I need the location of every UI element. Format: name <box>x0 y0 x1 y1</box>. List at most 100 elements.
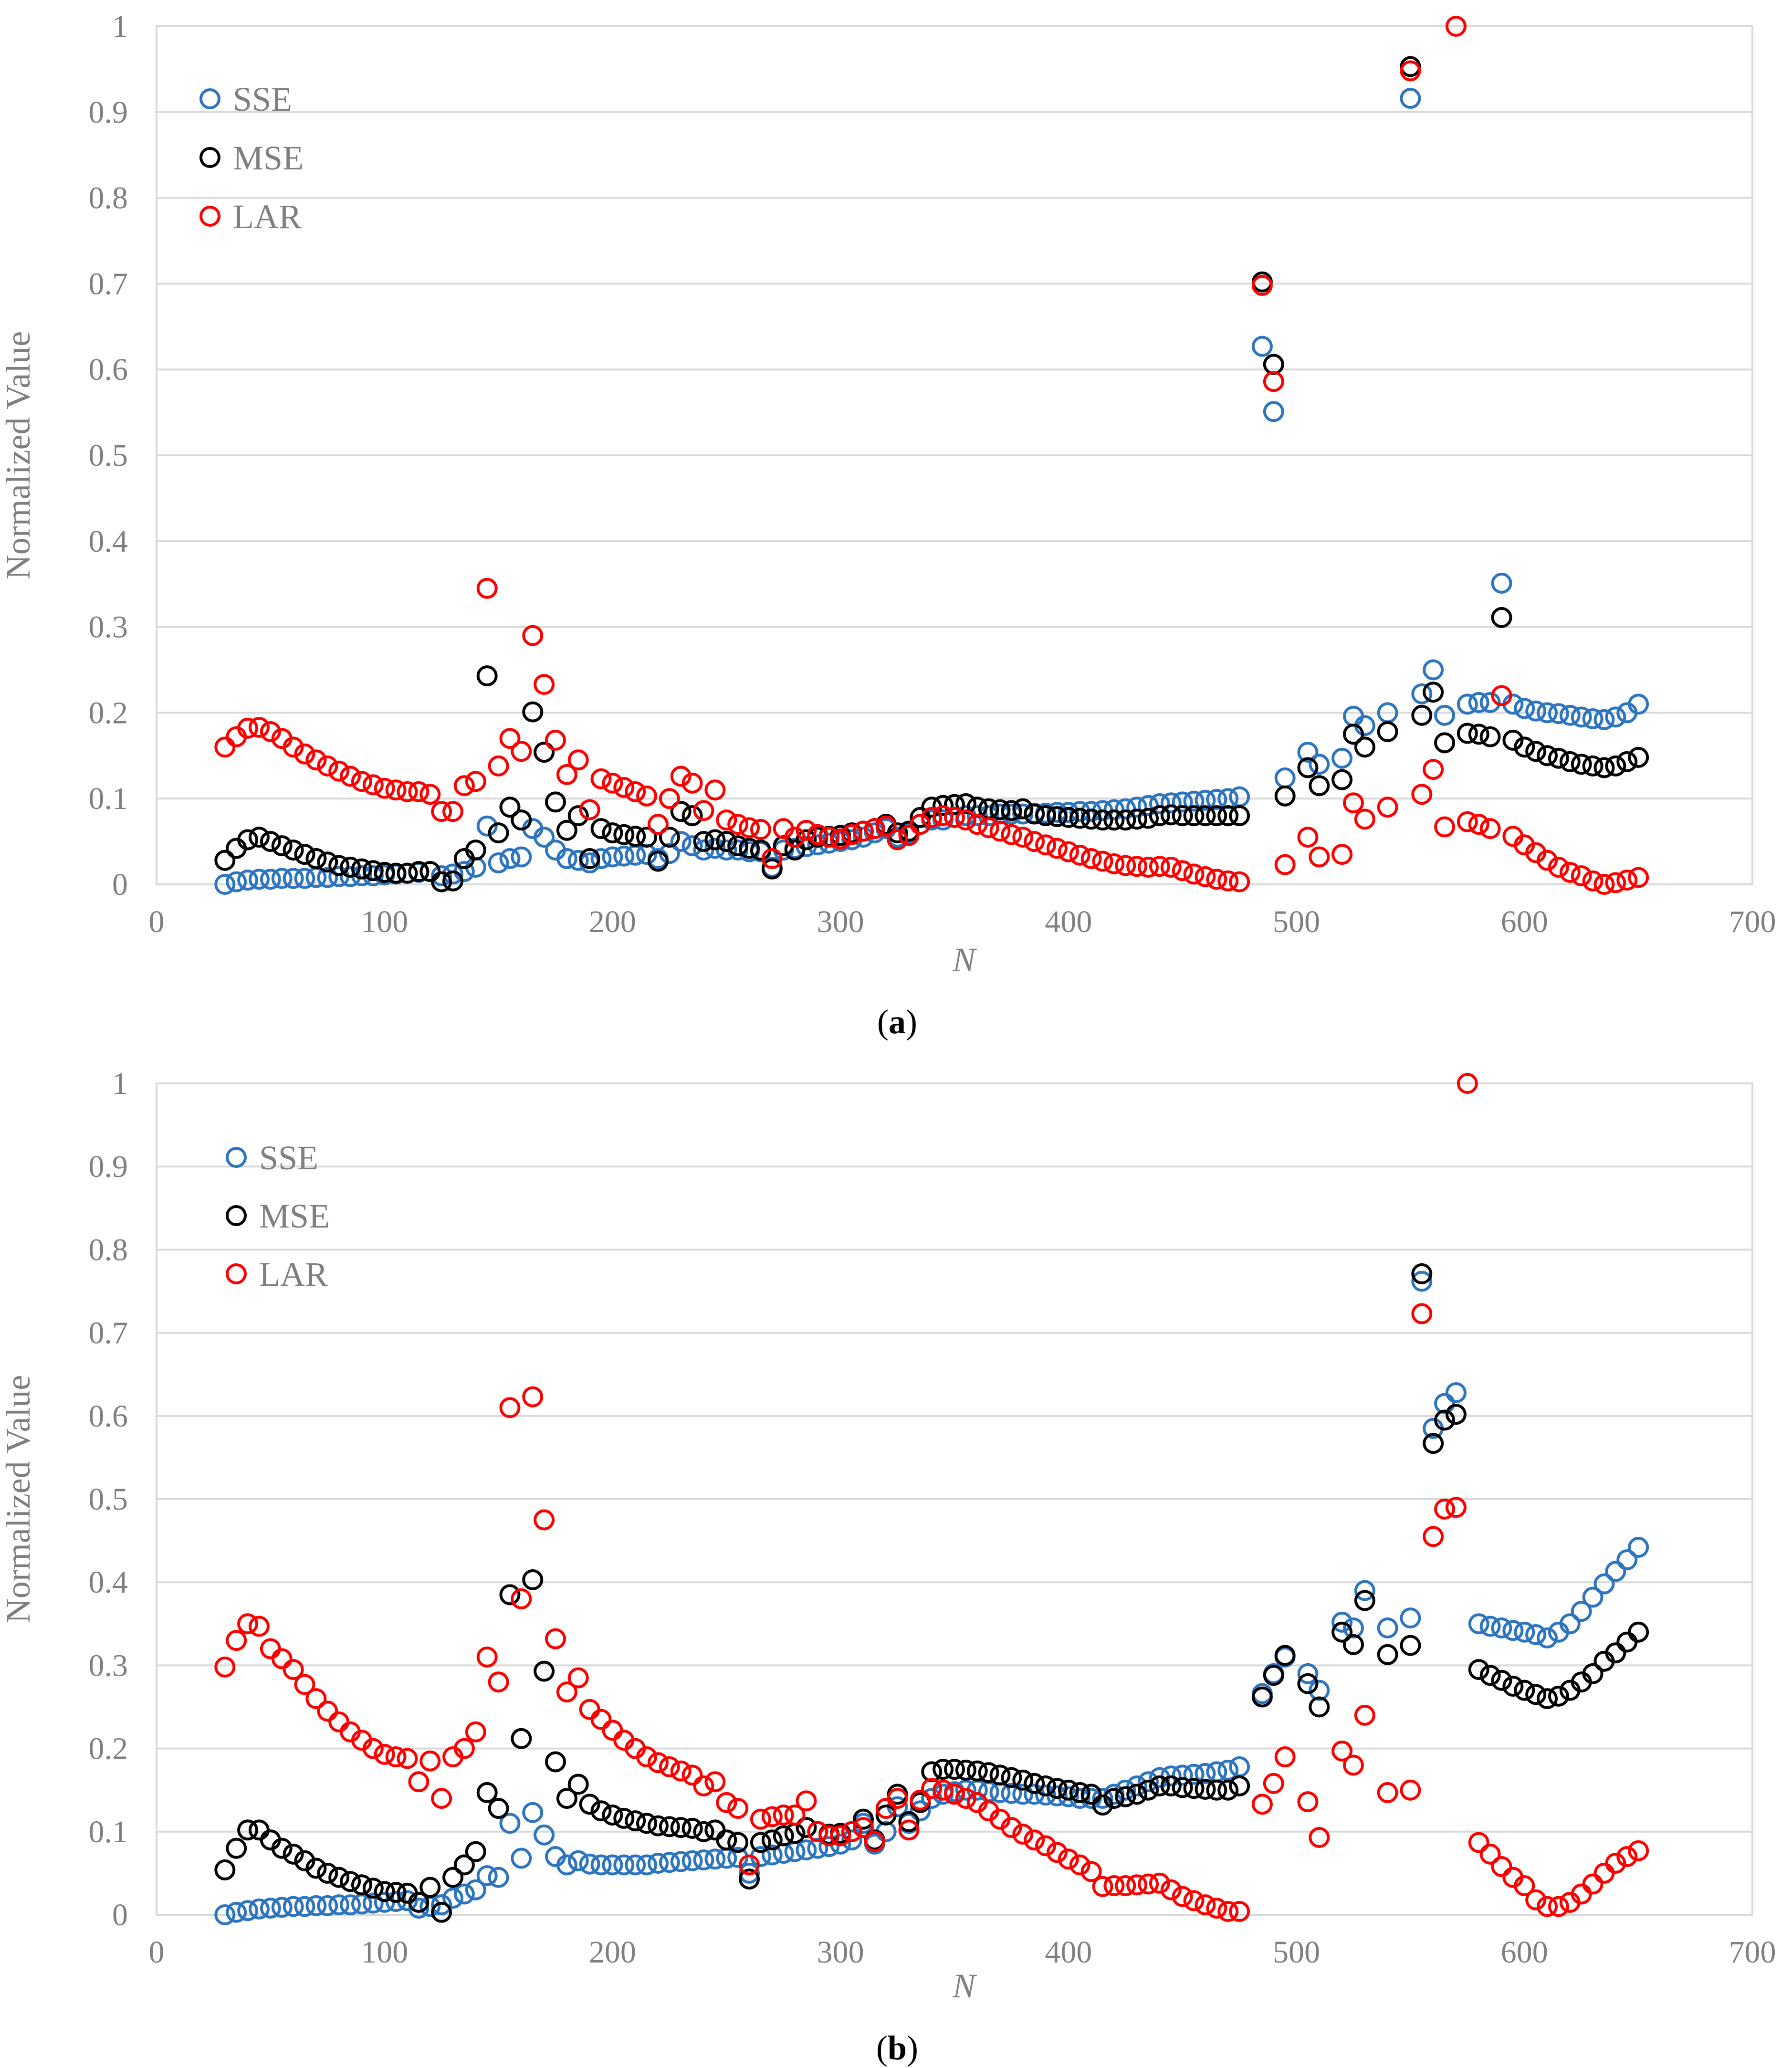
panel-b-sse-point-24 <box>488 1867 509 1888</box>
panel-a-sse-point-86 <box>1195 789 1216 811</box>
panel-b-sse-point-38 <box>647 1852 669 1874</box>
panel-a-mse-point-112 <box>1559 751 1581 772</box>
panel-b-y-tick-label-1: 0.1 <box>89 1815 128 1849</box>
panel-a-lar-point-84 <box>1172 860 1193 882</box>
panel-b-x-tick-label-0: 0 <box>149 1935 165 1970</box>
panel-a-sse-point-83 <box>1160 792 1182 814</box>
panel-a-sse-point-23 <box>476 815 498 837</box>
panel-a-lar-point-90 <box>1251 274 1273 296</box>
panel-b-sse-point-115 <box>1593 1573 1615 1595</box>
panel-b-lar-point-27 <box>522 1386 544 1407</box>
panel-a-x-tick-labels: 0 100 200 300 400 500 600 700 <box>149 904 1776 939</box>
panel-a-mse-point-98 <box>1377 721 1398 742</box>
panel-b-legend-label-sse: SSE <box>259 1139 318 1177</box>
panel-a-mse-point-97 <box>1354 736 1375 758</box>
panel-a-mse-point-63 <box>933 795 954 816</box>
panel-a-mse-point-64 <box>944 794 965 815</box>
panel-b-lar-point-101 <box>1423 1526 1444 1547</box>
panel-a-lar-point-20 <box>442 801 464 822</box>
panel-b-lar-point-22 <box>465 1721 486 1743</box>
panel-b-sse-point-25 <box>499 1813 521 1834</box>
panel-a-markers <box>214 16 1649 895</box>
panel-b-mse-point-18 <box>419 1877 441 1898</box>
panel-b-sse-point-65 <box>955 1779 976 1801</box>
panel-a-mse-point-61 <box>910 807 931 828</box>
panel-b-mse-point-88 <box>1217 1779 1239 1801</box>
panel-a-x-tick-label-4: 400 <box>1045 904 1092 939</box>
panel-a-lar-point-66 <box>966 814 988 835</box>
panel-b-mse-point-56 <box>852 1808 874 1830</box>
panel-a-lar-point-52 <box>807 824 828 845</box>
panel-a-mse-point-38 <box>647 850 669 872</box>
panel-a-lar-point-62 <box>921 807 943 828</box>
panel-b-lar-point-21 <box>453 1738 475 1759</box>
panel-a-y-tick-label-3: 0.3 <box>89 610 128 645</box>
panel-a-mse-point-71 <box>1024 803 1045 825</box>
panel-a-mse-point-103 <box>1457 723 1478 744</box>
panel-a-mse-point-106 <box>1491 607 1512 628</box>
panel-a-mse-point-19 <box>431 871 452 892</box>
panel-b-mse-point-72 <box>1035 1775 1057 1796</box>
panel-a-sse-point-25 <box>499 848 521 870</box>
panel-b-mse-point-34 <box>602 1804 623 1826</box>
panel-a-sse-point-111 <box>1548 703 1569 724</box>
panel-a-sse-point-104 <box>1468 692 1489 713</box>
panel-b-mse-point-117 <box>1616 1631 1638 1653</box>
panel-a-lar-point-91 <box>1263 371 1284 392</box>
panel-a-sse-point-31 <box>567 850 589 871</box>
panel-b-mse-point-71 <box>1024 1773 1045 1794</box>
panel-a-sse-point-113 <box>1571 706 1592 728</box>
panel-b-mse-point-43 <box>704 1819 726 1841</box>
panel-a-sse-point-79 <box>1115 798 1136 819</box>
panel-a-legend-marker-sse <box>199 88 220 109</box>
panel-a-legend-label-mse: MSE <box>233 139 304 177</box>
panel-b-lar-point-51 <box>796 1790 817 1812</box>
panel-a-mse-point-32 <box>579 848 600 870</box>
panel-b-lar-point-14 <box>374 1743 395 1765</box>
panel-a-lar-point-112 <box>1548 857 1569 878</box>
panel-b-lar-point-8 <box>305 1688 327 1710</box>
panel-a-mse-point-107 <box>1502 729 1524 751</box>
panel-b-sse-point-113 <box>1571 1601 1592 1622</box>
panel-a-mse-point-46 <box>739 838 760 859</box>
panel-b-x-tick-label-1: 100 <box>361 1935 408 1970</box>
panel-b-series-lar <box>214 1073 1649 1922</box>
panel-b-mse-point-5 <box>271 1837 293 1859</box>
panel-b-mse-point-45 <box>727 1832 749 1853</box>
panel-b-sse-point-23 <box>476 1865 498 1887</box>
panel-b-lar-point-62 <box>921 1778 943 1799</box>
panel-b-mse-point-83 <box>1160 1775 1182 1796</box>
panel-b-mse-point-10 <box>328 1867 350 1888</box>
panel-b-mse-point-81 <box>1138 1779 1159 1801</box>
panel-b-mse-point-75 <box>1069 1782 1090 1803</box>
panel-b-lar-point-54 <box>830 1825 851 1847</box>
panel-b-lar-point-110 <box>1525 1889 1547 1911</box>
panel-b-lar-point-116 <box>1593 1862 1615 1884</box>
panel-b-mse-point-103 <box>1445 1404 1467 1425</box>
panel-b-sse-point-97 <box>1354 1580 1375 1601</box>
panel-a-lar-point-41 <box>681 772 703 794</box>
panel-b-y-tick-label-9: 0.9 <box>89 1149 128 1184</box>
panel-a-lar-point-9 <box>317 755 338 777</box>
panel-a-mse-point-75 <box>1069 808 1090 829</box>
panel-b-sse-point-19 <box>431 1894 452 1916</box>
panel-b-sse-point-8 <box>305 1895 327 1916</box>
panel-a-lar-point-67 <box>978 817 999 839</box>
panel-b-mse-point-35 <box>613 1807 635 1829</box>
panel-a-lar-point-26 <box>511 741 532 762</box>
panel-b-lar-point-83 <box>1160 1879 1182 1900</box>
panel-a-mse-point-83 <box>1160 804 1182 826</box>
panel-b-lar-point-40 <box>670 1760 692 1782</box>
panel-a-sse-point-91 <box>1263 401 1284 422</box>
panel-a-lar-point-19 <box>431 801 452 822</box>
panel-b-sse-point-116 <box>1605 1561 1626 1582</box>
panel-b-lar-point-76 <box>1080 1861 1102 1882</box>
panel-a-sse-point-5 <box>271 868 293 889</box>
panel-a-sse-point-44 <box>716 840 737 861</box>
panel-a-lar-point-100 <box>1411 784 1433 805</box>
panel-a-mse-point-6 <box>283 840 304 861</box>
panel-a-mse-point-8 <box>305 848 327 870</box>
panel-a-mse-point-108 <box>1514 736 1535 758</box>
panel-a-sse-point-106 <box>1491 572 1512 594</box>
